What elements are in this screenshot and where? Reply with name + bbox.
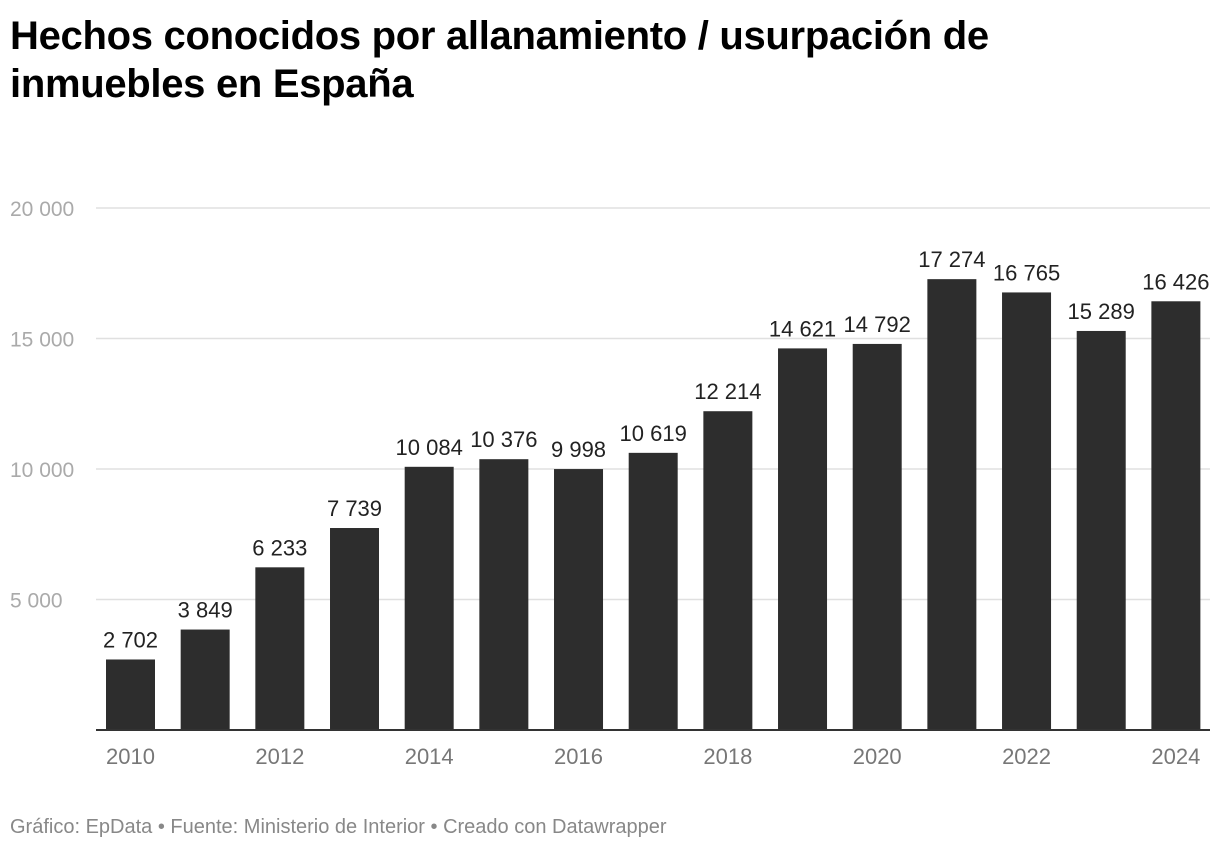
- y-tick-label: 5 000: [10, 590, 63, 613]
- bar: [479, 459, 529, 730]
- bar: [554, 469, 604, 730]
- bar: [628, 452, 678, 730]
- bar-value-label: 14 792: [844, 312, 911, 337]
- x-tick-label: 2024: [1151, 744, 1200, 769]
- bar-value-label: 7 739: [327, 496, 382, 521]
- chart-footer: Gráfico: EpData • Fuente: Ministerio de …: [10, 816, 667, 838]
- x-tick-label: 2016: [554, 744, 603, 769]
- x-tick-label: 2018: [703, 744, 752, 769]
- bar-value-label: 3 849: [178, 598, 233, 623]
- bar: [106, 659, 155, 730]
- bar: [330, 528, 380, 730]
- bar-value-label: 10 084: [396, 435, 463, 460]
- bar-value-label: 10 376: [470, 427, 537, 452]
- x-tick-label: 2010: [106, 744, 155, 769]
- bar-value-label: 16 765: [993, 260, 1060, 285]
- bar: [1076, 330, 1126, 730]
- x-tick-label: 2014: [405, 744, 454, 769]
- bar-value-label: 16 426: [1142, 269, 1209, 294]
- bar: [703, 411, 753, 730]
- bar-value-label: 9 998: [551, 437, 606, 462]
- bar: [180, 629, 230, 730]
- bar: [1151, 301, 1201, 730]
- chart-title: Hechos conocidos por allanamiento / usur…: [10, 14, 989, 106]
- bar-value-label: 6 233: [252, 535, 307, 560]
- bar: [852, 343, 902, 730]
- bar-value-label: 15 289: [1068, 299, 1135, 324]
- y-tick-label: 20 000: [10, 198, 74, 221]
- bar-value-label: 10 619: [620, 421, 687, 446]
- bar: [404, 466, 454, 730]
- y-tick-label: 15 000: [10, 329, 74, 352]
- y-tick-label: 10 000: [10, 459, 74, 482]
- bar: [1002, 292, 1052, 730]
- bar: [927, 279, 977, 730]
- bar-value-label: 14 621: [769, 316, 836, 341]
- bar: [255, 567, 305, 730]
- bar-value-label: 17 274: [918, 247, 985, 272]
- bar-value-label: 2 702: [103, 627, 158, 652]
- bar-value-label: 12 214: [694, 379, 761, 404]
- x-tick-label: 2012: [255, 744, 304, 769]
- x-tick-label: 2020: [853, 744, 902, 769]
- bar: [778, 348, 828, 730]
- x-tick-label: 2022: [1002, 744, 1051, 769]
